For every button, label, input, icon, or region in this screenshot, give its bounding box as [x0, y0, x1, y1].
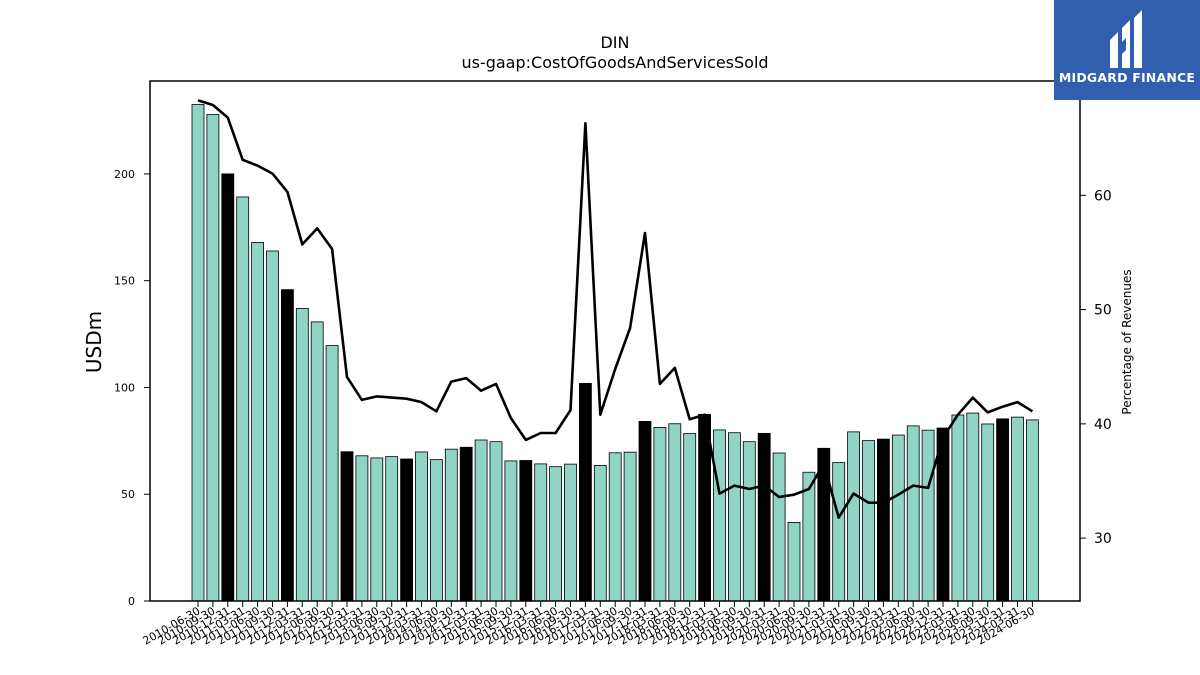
bar-2017-12-31: [638, 421, 652, 602]
bar-2019-09-30: [742, 441, 756, 602]
y-tick-label: 100: [114, 381, 135, 394]
bar-2012-06-30: [310, 321, 324, 602]
bar-2019-12-31: [757, 432, 771, 602]
bar-2012-12-31: [340, 451, 354, 602]
bar-2014-12-31: [459, 446, 473, 602]
bar-2014-09-30: [444, 448, 458, 602]
bar-2010-12-31: [221, 173, 235, 602]
bar-2013-06-30: [370, 457, 384, 602]
y-right-tick-label: 60: [1094, 188, 1112, 204]
bar-2010-09-30: [206, 114, 220, 602]
y-right-tick-label: 30: [1094, 531, 1112, 547]
bar-2021-09-30: [862, 440, 875, 602]
y-tick-label: 0: [128, 595, 135, 608]
bar-2016-12-31: [579, 382, 592, 602]
bar-2010-06-30: [191, 104, 205, 602]
bar-2019-06-30: [728, 432, 741, 602]
logo-text: MIDGARD FINANCE: [1058, 70, 1196, 85]
bar-2015-12-31: [519, 460, 533, 602]
y-tick-label: 50: [121, 488, 135, 501]
bar-2011-12-31: [280, 289, 294, 602]
bar-2021-03-31: [832, 462, 846, 602]
percentage-line: [197, 99, 1034, 519]
brand-logo: MIDGARD FINANCE: [1054, 0, 1200, 100]
bar-2021-06-30: [847, 431, 860, 602]
chart-title-line2: us-gaap:CostOfGoodsAndServicesSold: [461, 53, 768, 72]
bar-2017-06-30: [608, 452, 622, 602]
bar-2012-03-31: [295, 308, 309, 602]
bar-2023-12-31: [996, 418, 1009, 602]
bar-2016-06-30: [549, 466, 562, 602]
bar-2020-06-30: [787, 522, 801, 602]
y-tick-label: 200: [114, 168, 135, 181]
bar-2016-09-30: [564, 463, 577, 602]
bars-group: [191, 104, 1039, 602]
bar-2023-09-30: [981, 423, 995, 602]
bar-2021-12-31: [877, 438, 890, 602]
y-tick-label: 150: [114, 275, 135, 288]
bar-2023-06-30: [966, 412, 980, 602]
bar-2014-03-31: [415, 451, 428, 602]
bar-2011-09-30: [266, 250, 279, 602]
bar-2017-09-30: [623, 451, 637, 602]
bar-2013-03-31: [355, 455, 369, 602]
bar-2024-06-30: [1026, 419, 1039, 602]
bar-2014-06-30: [429, 459, 443, 602]
y-right-tick-label: 40: [1094, 417, 1112, 433]
bar-2013-12-31: [400, 458, 414, 602]
bar-2017-03-31: [593, 464, 607, 602]
bar-2012-09-30: [325, 345, 339, 602]
bar-2022-06-30: [906, 425, 920, 602]
bar-2018-03-31: [653, 426, 667, 602]
bar-2023-03-31: [951, 414, 965, 602]
bar-2022-09-30: [921, 429, 935, 602]
y-axis-label: USDm: [82, 311, 106, 373]
bar-2018-06-30: [668, 423, 682, 602]
bar-2011-03-31: [236, 196, 250, 602]
bar-2020-03-31: [772, 452, 786, 602]
y-right-tick-label: 50: [1094, 303, 1112, 319]
bar-2011-06-30: [251, 242, 265, 602]
bar-2016-03-31: [534, 463, 548, 602]
bar-2024-03-31: [1011, 416, 1024, 602]
midgard-logo-icon: [1110, 10, 1142, 68]
bar-2015-09-30: [504, 460, 518, 602]
bar-2022-03-31: [891, 434, 905, 602]
bar-2013-09-30: [385, 456, 399, 602]
axes-group: 050100150200304050602010-06-302010-09-30…: [114, 80, 1112, 648]
bar-2018-09-30: [683, 433, 697, 602]
y-axis-right-label: Percentage of Revenues: [1120, 269, 1134, 414]
bar-2015-06-30: [489, 441, 503, 602]
chart-title-line1: DIN: [600, 33, 629, 52]
line-group: [197, 99, 1034, 519]
bar-2019-03-31: [713, 429, 726, 602]
bar-2015-03-31: [474, 439, 488, 602]
